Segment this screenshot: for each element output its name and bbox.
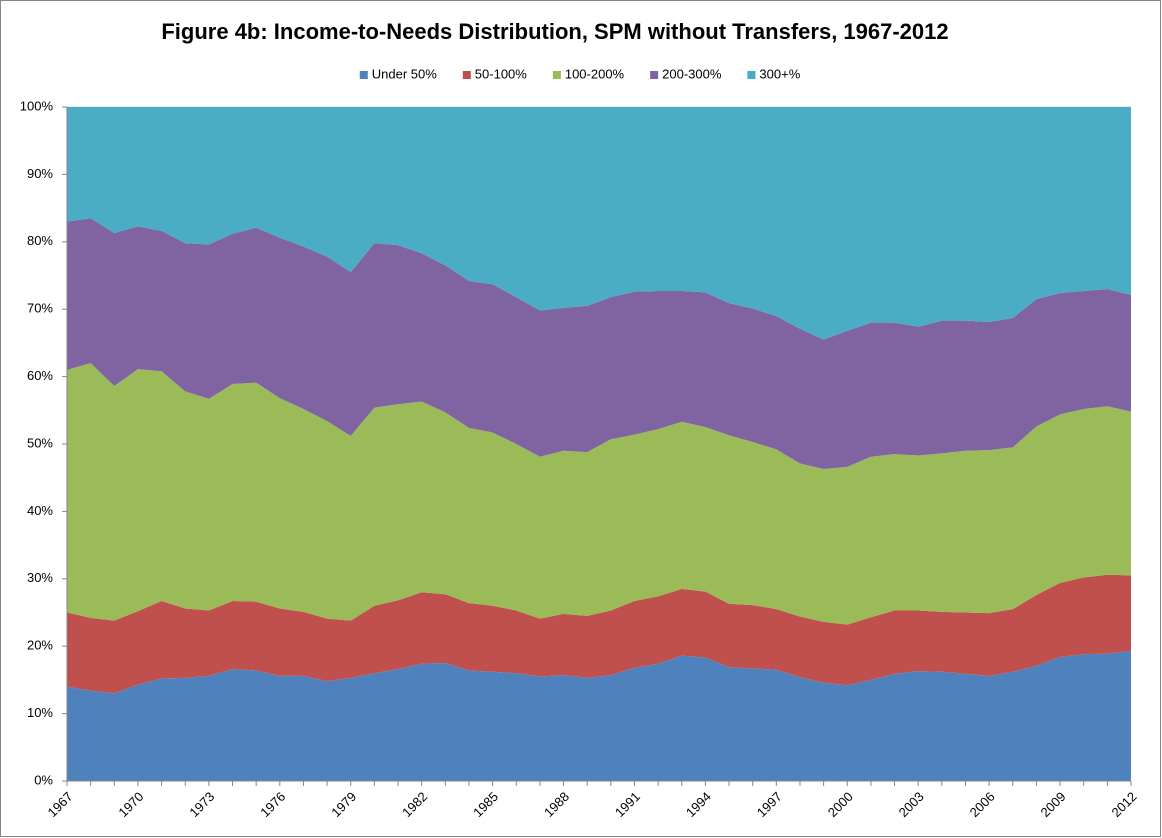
- y-tick-label: 10%: [27, 705, 53, 720]
- y-tick-label: 30%: [27, 570, 53, 585]
- y-tick-label: 0%: [34, 772, 53, 787]
- y-tick-label: 40%: [27, 503, 53, 518]
- chart-title: Figure 4b: Income-to-Needs Distribution,…: [161, 19, 948, 44]
- legend-swatch: [747, 71, 756, 79]
- legend-label: 300+%: [759, 66, 800, 81]
- legend-label: Under 50%: [372, 66, 437, 81]
- legend-label: 200-300%: [662, 66, 722, 81]
- legend-label: 100-200%: [565, 66, 625, 81]
- legend-swatch: [552, 71, 561, 79]
- area: [67, 650, 1131, 781]
- legend-swatch: [650, 71, 659, 79]
- y-tick-label: 50%: [27, 435, 53, 450]
- legend-label: 50-100%: [475, 66, 527, 81]
- area: [67, 363, 1131, 625]
- legend-swatch: [462, 71, 471, 79]
- y-tick-label: 100%: [20, 98, 54, 113]
- y-tick-label: 60%: [27, 368, 53, 383]
- y-tick-label: 70%: [27, 301, 53, 316]
- area: [67, 574, 1131, 694]
- y-tick-label: 90%: [27, 166, 53, 181]
- y-tick-label: 20%: [27, 638, 53, 653]
- legend-swatch: [359, 71, 368, 79]
- area: [67, 107, 1131, 340]
- y-tick-label: 80%: [27, 233, 53, 248]
- area: [67, 218, 1131, 469]
